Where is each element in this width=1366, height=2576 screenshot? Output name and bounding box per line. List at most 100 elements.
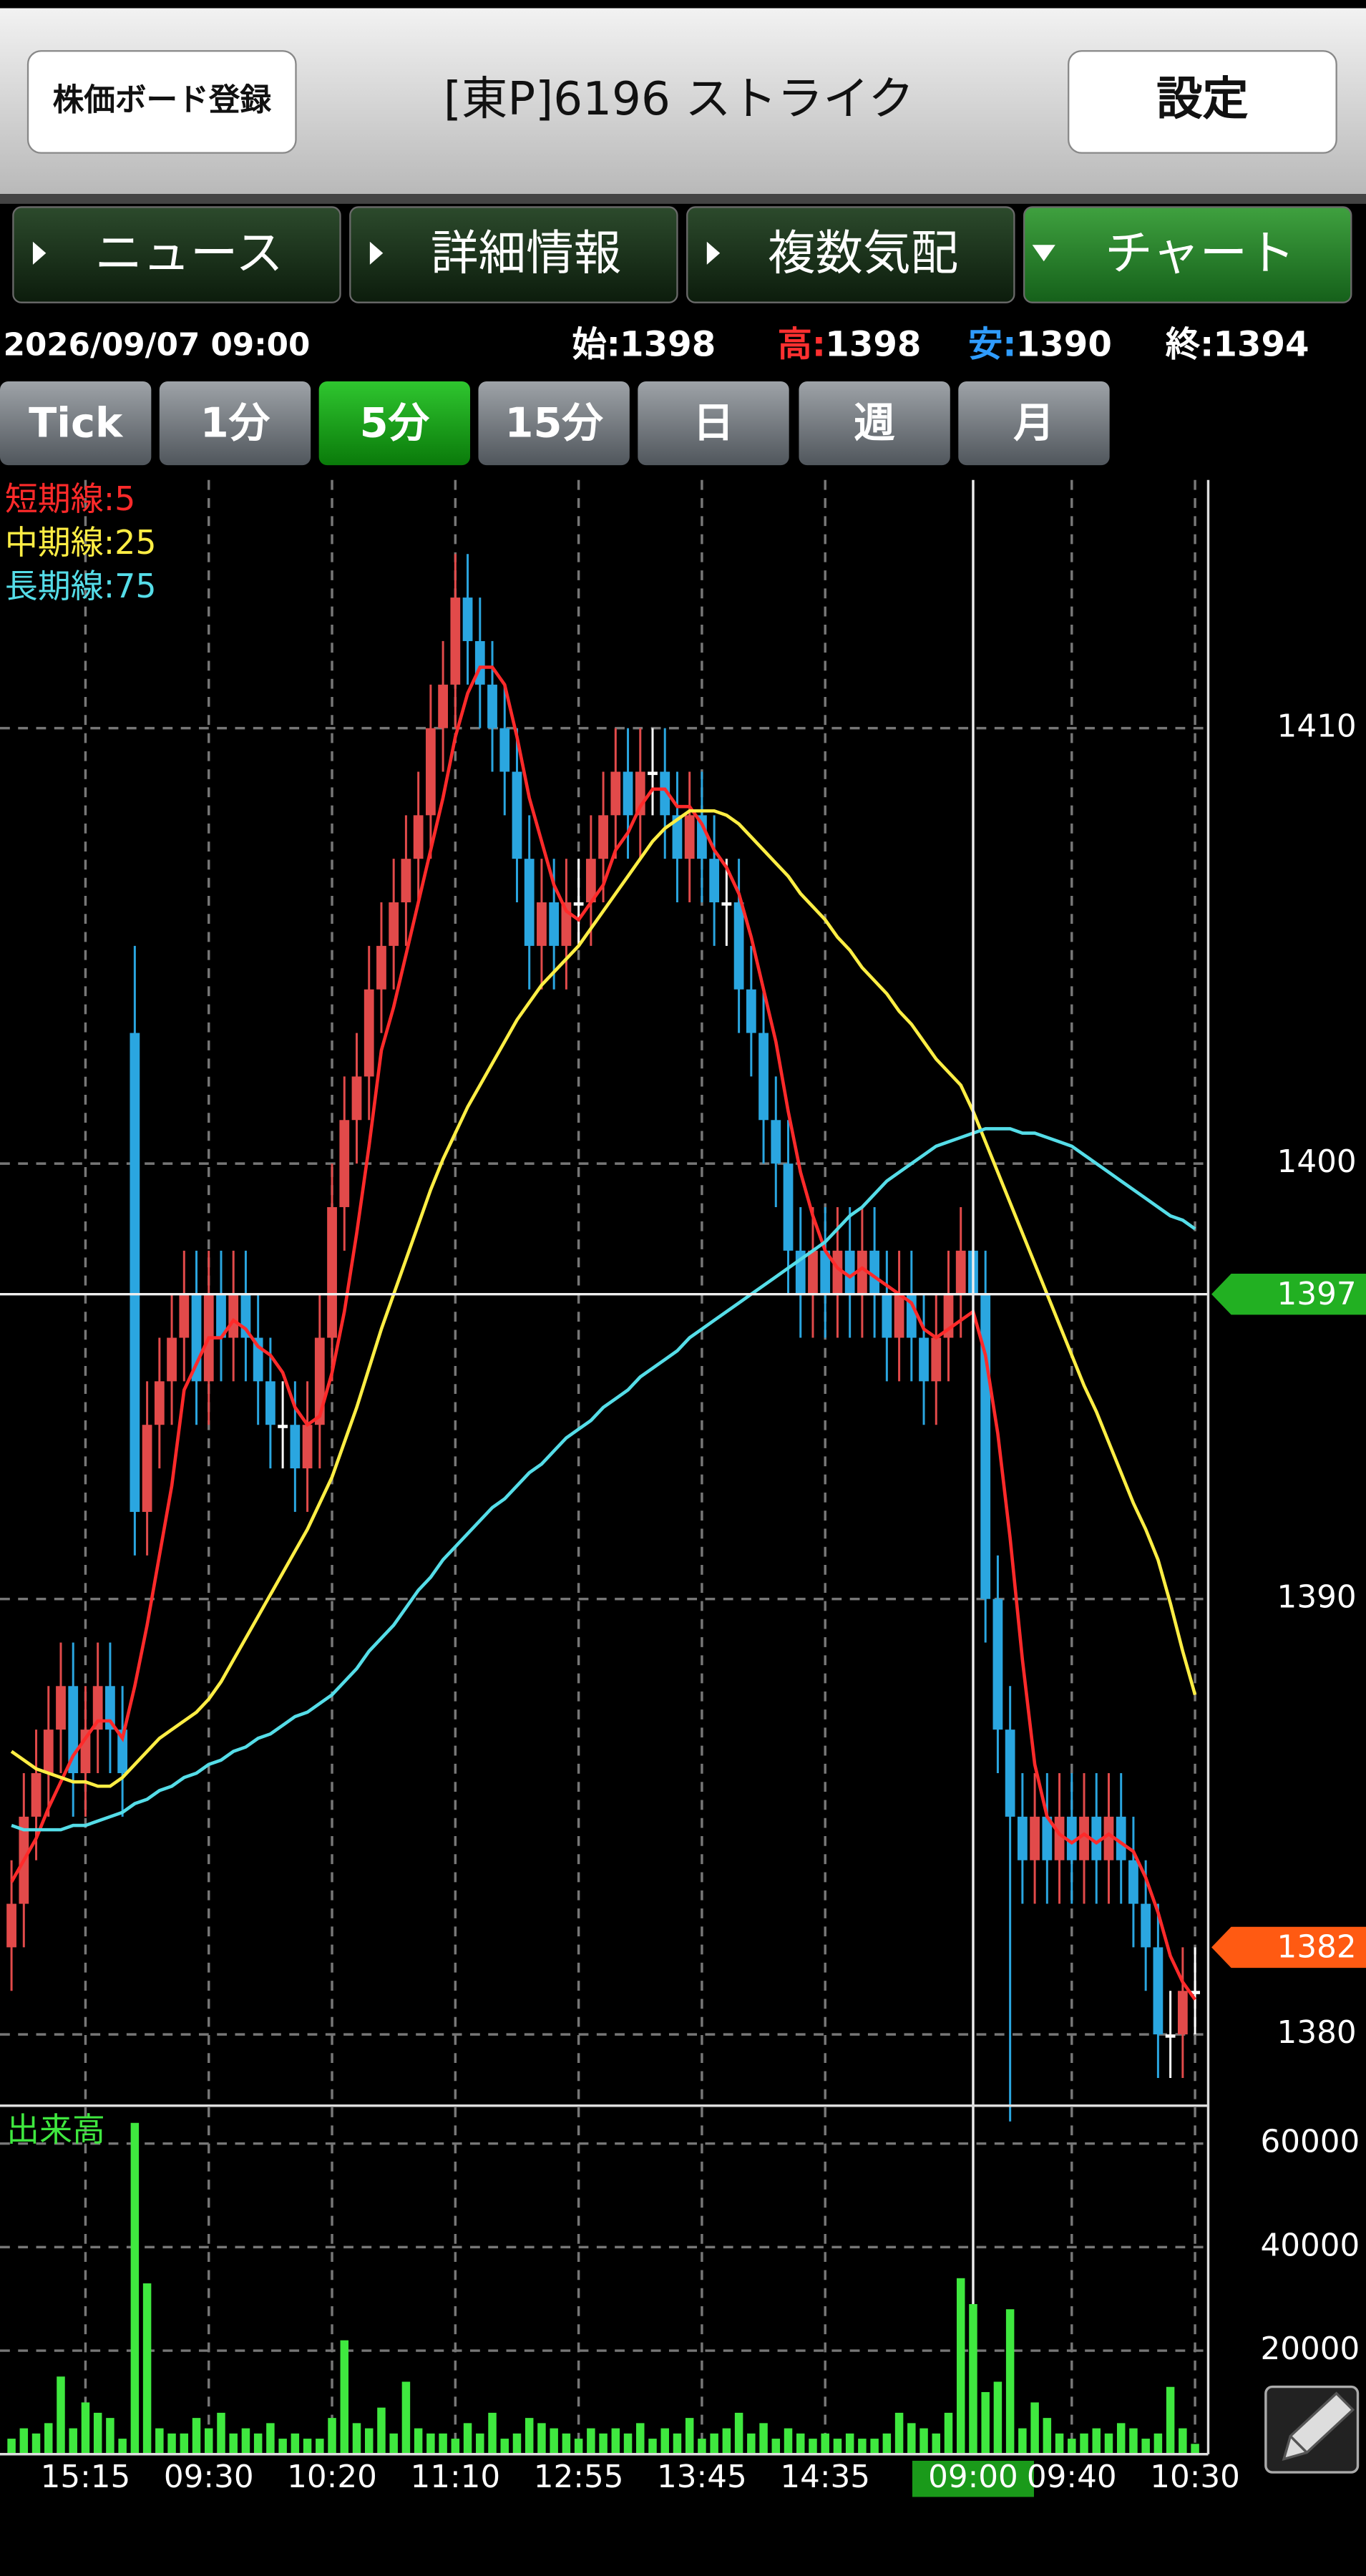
- x-tick-label: 15:15: [41, 2459, 131, 2495]
- volume-bar: [821, 2433, 829, 2454]
- volume-bar: [217, 2412, 225, 2454]
- tab[interactable]: [1023, 206, 1352, 303]
- candle-body: [1165, 2034, 1176, 2038]
- volume-bar: [205, 2428, 213, 2454]
- x-tick-label: 10:30: [1150, 2459, 1240, 2495]
- volume-bar: [537, 2423, 546, 2454]
- tab-arrow: [369, 241, 384, 265]
- chart: 1380 1390 1400 1410 15:15 09:30 10:20 11:10 12:5…: [0, 479, 1366, 2497]
- candle-body: [585, 859, 596, 903]
- candle-body: [771, 1120, 781, 1164]
- volume-bar: [1166, 2386, 1175, 2454]
- volume-bar: [1116, 2423, 1126, 2454]
- tab[interactable]: [349, 206, 678, 303]
- volume-bar: [352, 2423, 361, 2454]
- volume-bar: [81, 2402, 90, 2454]
- period-button[interactable]: [0, 381, 152, 466]
- volume-bar: [734, 2412, 743, 2454]
- candle-body: [1017, 1816, 1028, 1860]
- volume-bar: [1153, 2433, 1163, 2454]
- volume-bar: [488, 2412, 497, 2454]
- board-button[interactable]: [26, 50, 297, 154]
- y-tick-label: 20000: [1261, 2331, 1360, 2367]
- volume-bar: [673, 2433, 682, 2454]
- period-label[interactable]: 週: [854, 399, 894, 447]
- open-value: 1398: [620, 325, 716, 365]
- candle-body: [1066, 1816, 1077, 1860]
- close-label: 終:: [1166, 325, 1214, 365]
- candle-body: [43, 1729, 54, 1774]
- candle-body: [931, 1337, 942, 1382]
- candle-body: [351, 1076, 362, 1121]
- period-label[interactable]: 日: [693, 399, 733, 447]
- volume-bar: [512, 2433, 522, 2454]
- candle-body: [820, 1250, 831, 1294]
- settings-button-label[interactable]: 設定: [1156, 72, 1249, 126]
- candle-body: [758, 1033, 769, 1121]
- volume-bar: [698, 2439, 706, 2454]
- candle-body: [992, 1599, 1003, 1730]
- candle-body: [450, 597, 461, 685]
- volume-bar: [167, 2433, 176, 2454]
- volume-bar: [401, 2381, 411, 2454]
- candle-body: [1153, 1947, 1163, 2035]
- volume-bar: [241, 2428, 250, 2454]
- price-tag: [1211, 1926, 1366, 1968]
- tab-arrow: [706, 241, 721, 265]
- period-label[interactable]: Tick: [29, 399, 124, 447]
- tab[interactable]: [686, 206, 1015, 303]
- y-tick-label: 1410: [1277, 708, 1357, 745]
- price-tag-label: 1382: [1277, 1929, 1357, 1966]
- tab-arrow: [32, 241, 47, 265]
- period-button[interactable]: [478, 381, 630, 466]
- period-button[interactable]: [799, 381, 950, 466]
- period-button[interactable]: [318, 381, 471, 466]
- volume-bar: [377, 2407, 386, 2454]
- volume-bar: [981, 2391, 990, 2454]
- board-button-label[interactable]: 株価ボード登録: [53, 82, 272, 118]
- candle-body: [265, 1381, 275, 1425]
- period-label[interactable]: 月: [1013, 399, 1054, 447]
- x-label-highlight: [912, 2460, 1034, 2497]
- candle-body: [499, 728, 510, 772]
- candle-body: [808, 1250, 818, 1294]
- volume-bar: [1018, 2428, 1027, 2454]
- candle-body: [672, 815, 683, 859]
- candle-body: [1103, 1816, 1114, 1860]
- candle-body: [573, 902, 584, 906]
- volume-bar: [31, 2433, 41, 2454]
- volume-bar: [1092, 2428, 1101, 2454]
- period-button[interactable]: [958, 381, 1110, 466]
- period-label[interactable]: 1分: [200, 399, 270, 447]
- tab-label[interactable]: チャート: [1105, 225, 1295, 280]
- tab-label[interactable]: ニュース: [95, 225, 283, 280]
- volume-bar: [426, 2433, 435, 2454]
- period-button[interactable]: [159, 381, 311, 466]
- volume-bar: [796, 2433, 805, 2454]
- candle-body: [1177, 1991, 1188, 2035]
- volume-bar: [858, 2439, 867, 2454]
- tab-label[interactable]: 詳細情報: [431, 225, 621, 280]
- volume-bar: [784, 2428, 793, 2454]
- volume-bar: [722, 2428, 731, 2454]
- candle-body: [117, 1729, 128, 1774]
- settings-button[interactable]: [1068, 50, 1337, 154]
- candle-body: [228, 1294, 239, 1338]
- volume-bar: [894, 2412, 904, 2454]
- tab-label[interactable]: 複数気配: [768, 225, 958, 280]
- low-value: 1390: [1016, 325, 1112, 365]
- candle-body: [783, 1163, 794, 1251]
- tab-bar: ニュース 詳細情報 複数気配 チャート: [12, 206, 1352, 303]
- period-label[interactable]: 15分: [504, 399, 603, 447]
- volume-bar: [833, 2439, 842, 2454]
- period-button[interactable]: [638, 381, 789, 466]
- period-label[interactable]: 5分: [360, 399, 430, 447]
- tab[interactable]: [12, 206, 341, 303]
- candle-body: [844, 1250, 855, 1294]
- price-tag: [1211, 1273, 1366, 1315]
- volume-bar: [57, 2376, 65, 2454]
- volume-bar: [364, 2428, 374, 2454]
- x-tick-label: 09:30: [164, 2459, 254, 2495]
- datetime: 2026/09/07 09:00: [4, 327, 311, 364]
